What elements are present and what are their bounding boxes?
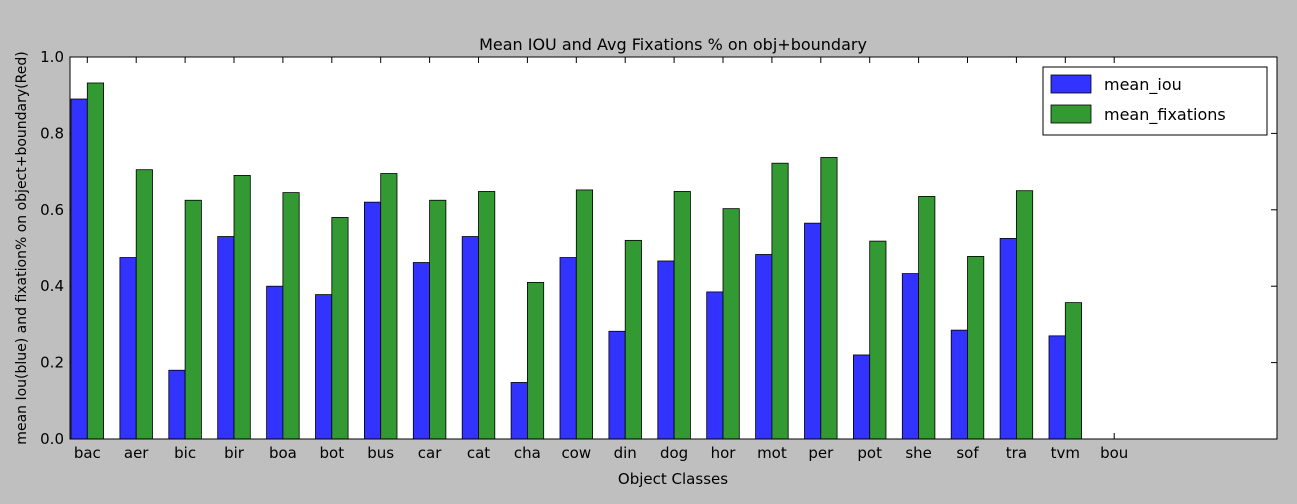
- bar-mean-fixations-sof: [967, 256, 985, 440]
- y-tick-label: 1.0: [40, 48, 64, 66]
- y-tick-label: 0.6: [40, 201, 64, 219]
- bar-mean-fixations-bac: [86, 82, 105, 440]
- x-tick-label-bac: bac: [74, 444, 101, 462]
- y-tick-label: 0.2: [40, 354, 64, 372]
- bar-mean-iou-hor: [706, 291, 724, 440]
- y-tick-label: 0.8: [40, 124, 64, 142]
- bar-mean-fixations-per: [820, 157, 838, 440]
- chart-title: Mean IOU and Avg Fixations % on obj+boun…: [479, 35, 867, 54]
- bar-mean-fixations-din: [624, 239, 642, 440]
- bar-mean-iou-bus: [363, 201, 382, 440]
- x-axis: bac aer bic bir boa bot bus car cat cha cow din dog h…: [74, 57, 1128, 462]
- bar-mean-fixations-mot: [771, 162, 789, 440]
- x-tick-label-bir: bir: [224, 444, 245, 462]
- bar-mean-iou-cha: [510, 382, 528, 440]
- legend-label-mean-iou: mean_iou: [1104, 75, 1182, 95]
- x-tick-label-dog: dog: [660, 444, 688, 462]
- x-tick-label-car: car: [418, 444, 442, 462]
- x-tick-label-tra: tra: [1006, 444, 1027, 462]
- bar-mean-fixations-tvm: [1064, 302, 1083, 440]
- x-tick-label-cha: cha: [514, 444, 541, 462]
- bar-mean-fixations-cat: [478, 191, 496, 440]
- y-tick-label: 0.0: [40, 430, 64, 448]
- x-tick-label-she: she: [905, 444, 932, 462]
- x-tick-label-aer: aer: [124, 444, 149, 462]
- bar-mean-iou-dog: [657, 260, 675, 440]
- y-axis-label: mean Iou(blue) and fixation% on object+b…: [14, 51, 30, 444]
- x-tick-label-bou: bou: [1100, 444, 1128, 462]
- x-tick-label-cow: cow: [561, 444, 591, 462]
- y-axis: 0.0 0.2 0.4 0.6 0.8 1.0: [40, 48, 1277, 448]
- bar-mean-iou-tra: [999, 238, 1017, 440]
- x-tick-label-bot: bot: [320, 444, 345, 462]
- plot-frame: [69, 56, 1278, 440]
- bar-mean-iou-she: [901, 273, 919, 440]
- bar-mean-iou-sof: [950, 329, 968, 440]
- x-tick-label-tvm: tvm: [1051, 444, 1080, 462]
- bar-mean-fixations-dog: [673, 191, 691, 440]
- bar-mean-fixations-she: [918, 196, 936, 440]
- bar-mean-fixations-bot: [331, 217, 349, 440]
- bar-mean-iou-bir: [217, 236, 235, 440]
- bar-mean-iou-mot: [755, 254, 773, 440]
- bar-mean-fixations-cow: [575, 189, 593, 440]
- bar-mean-iou-bic: [168, 369, 186, 440]
- x-tick-label-mot: mot: [757, 444, 787, 462]
- x-tick-label-pot: pot: [857, 444, 882, 462]
- x-tick-label-sof: sof: [956, 444, 979, 462]
- bar-mean-fixations-pot: [869, 240, 887, 440]
- bar-mean-iou-tvm: [1048, 335, 1066, 440]
- bar-mean-fixations-bus: [380, 173, 398, 440]
- bars: [70, 82, 1083, 440]
- x-tick-label-per: per: [808, 444, 834, 462]
- x-tick-label-boa: boa: [269, 444, 297, 462]
- legend-label-mean-fixations: mean_fixations: [1104, 105, 1226, 125]
- bar-mean-fixations-car: [429, 199, 447, 440]
- bar-mean-iou-aer: [119, 257, 137, 440]
- bar-mean-fixations-boa: [282, 192, 300, 440]
- x-tick-label-cat: cat: [467, 444, 490, 462]
- x-axis-label: Object Classes: [618, 470, 728, 488]
- bar-mean-iou-bac: [70, 98, 88, 440]
- bar-mean-iou-per: [804, 222, 822, 440]
- legend-swatch-mean-iou: [1050, 74, 1092, 94]
- x-tick-label-din: din: [614, 444, 637, 462]
- bar-mean-fixations-cha: [527, 281, 545, 440]
- bar-mean-iou-bot: [315, 294, 333, 440]
- bar-mean-iou-car: [412, 262, 430, 440]
- bar-mean-iou-din: [608, 330, 626, 440]
- bar-mean-iou-cow: [559, 257, 577, 440]
- x-tick-label-bus: bus: [367, 444, 394, 462]
- x-tick-label-hor: hor: [711, 444, 737, 462]
- y-tick-label: 0.4: [40, 277, 64, 295]
- bar-mean-iou-boa: [266, 285, 284, 440]
- bar-mean-fixations-bic: [184, 199, 202, 440]
- bar-mean-fixations-tra: [1016, 190, 1034, 440]
- bar-mean-fixations-aer: [135, 169, 153, 440]
- legend: mean_iou mean_fixations: [1042, 66, 1268, 136]
- bar-mean-iou-pot: [853, 354, 871, 440]
- bar-mean-iou-cat: [461, 236, 479, 440]
- bar-mean-fixations-bir: [233, 175, 251, 440]
- x-tick-label-bic: bic: [174, 444, 196, 462]
- bar-mean-fixations-hor: [722, 208, 740, 440]
- legend-swatch-mean-fixations: [1050, 104, 1092, 124]
